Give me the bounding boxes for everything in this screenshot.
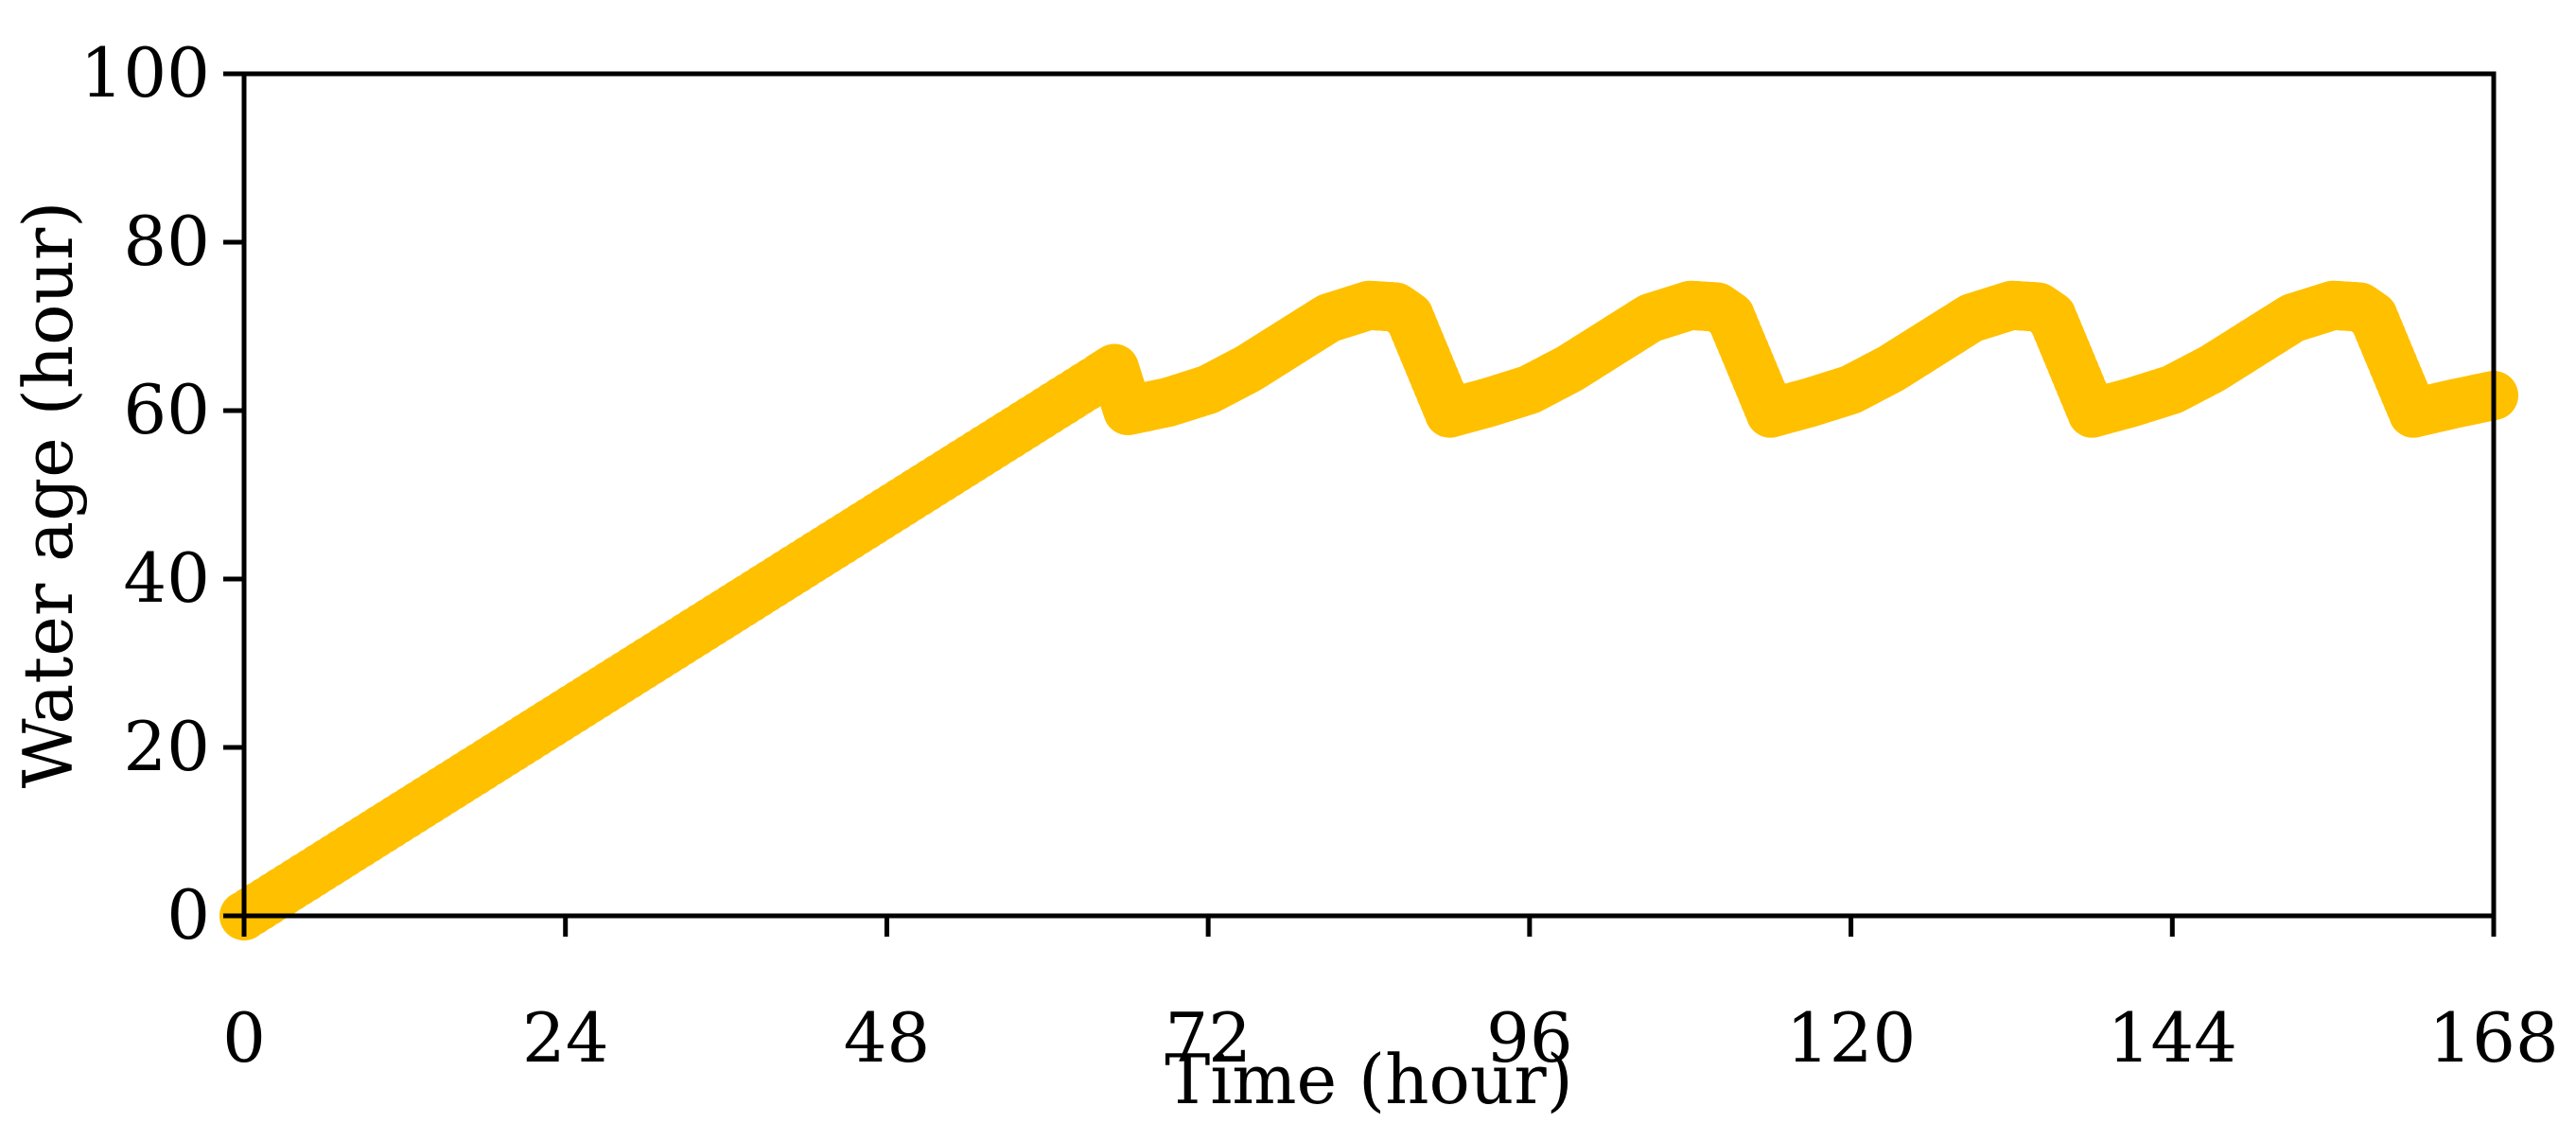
y-tick-label: 0 xyxy=(166,875,210,955)
x-axis-title: Time (hour) xyxy=(1165,1040,1573,1119)
plot-frame xyxy=(241,71,2497,919)
x-tick-label: 120 xyxy=(1786,998,1916,1078)
x-tick-label: 48 xyxy=(844,998,931,1078)
x-tick-label: 24 xyxy=(522,998,609,1078)
y-tick-label: 20 xyxy=(123,707,210,786)
x-tick-label: 96 xyxy=(1486,998,1573,1078)
y-axis-title: Water age (hour) xyxy=(9,202,88,789)
y-tick-label: 60 xyxy=(123,370,210,449)
y-tick-label: 40 xyxy=(123,538,210,618)
y-tick-label: 100 xyxy=(80,33,210,113)
x-tick-label: 168 xyxy=(2428,998,2558,1078)
x-tick-label: 144 xyxy=(2108,998,2237,1078)
y-tick-label: 80 xyxy=(123,202,210,281)
axis-layer: 0 24 48 72 96 120 144 168 0 20 40 60 80 100 xyxy=(80,33,2559,1078)
x-tick-label: 72 xyxy=(1165,998,1252,1078)
x-tick-label: 0 xyxy=(222,998,266,1078)
series-layer xyxy=(219,280,2518,940)
